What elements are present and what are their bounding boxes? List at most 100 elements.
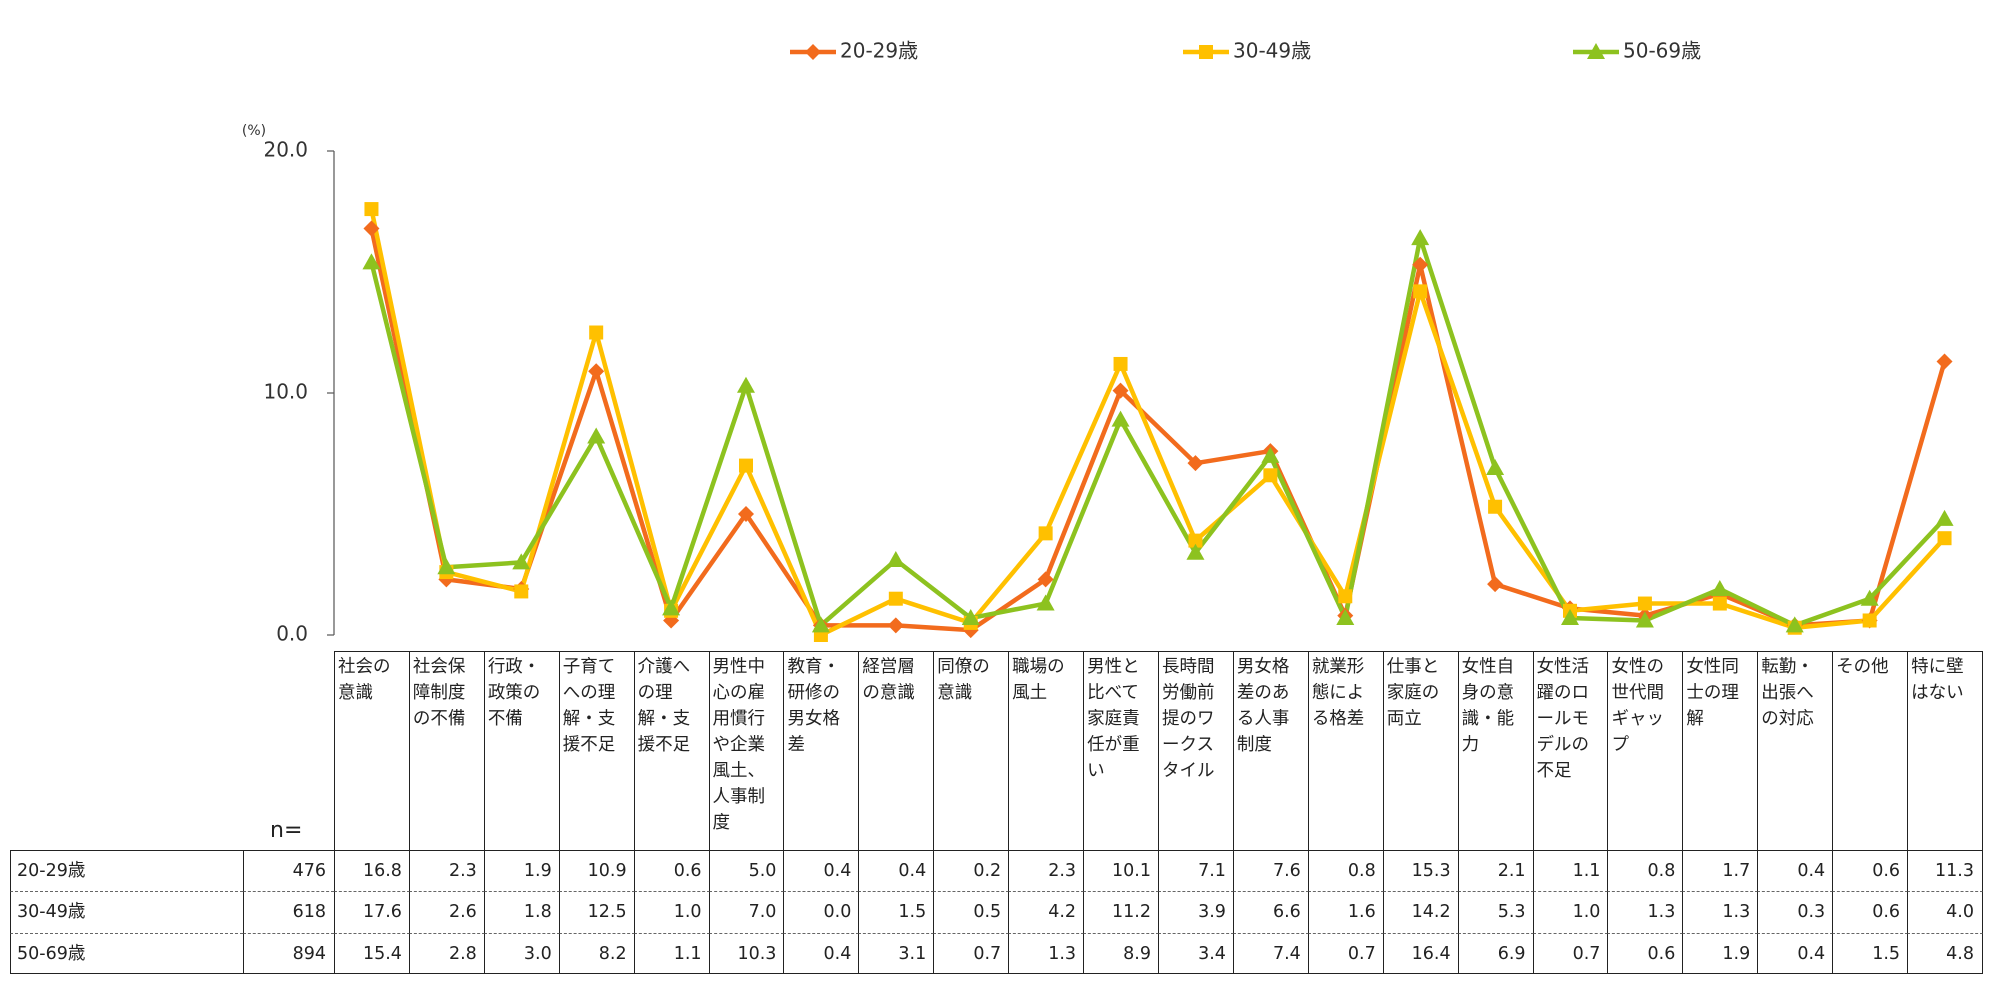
table-value: 3.0 (483, 932, 560, 974)
table-value: 1.3 (1607, 891, 1684, 933)
table-value: 7.0 (708, 891, 785, 933)
data-point (961, 609, 980, 626)
table-value: 2.3 (1008, 850, 1085, 892)
table-value: 7.4 (1232, 932, 1309, 974)
category-header: 特に壁はない (1907, 651, 1983, 850)
legend-marker (805, 44, 821, 60)
y-tick-label: 0.0 (276, 622, 308, 646)
category-header: 同僚の意識 (933, 651, 1010, 850)
data-point (1487, 576, 1504, 593)
data-point (739, 458, 753, 473)
table-value: 0.6 (633, 850, 710, 892)
data-point (888, 591, 903, 606)
data-point (886, 550, 905, 567)
category-header: 子育てへの理解・支援不足 (558, 651, 635, 850)
y-tick-label: 20.0 (263, 138, 308, 162)
table-value: 10.3 (708, 932, 785, 974)
table-value: 0.4 (783, 850, 860, 892)
table-value: 1.9 (1682, 932, 1759, 974)
category-header: 社会保障制度の不備 (408, 651, 485, 850)
table-value: 8.9 (1083, 932, 1159, 974)
table-value: 11.2 (1083, 891, 1159, 933)
data-point (1635, 611, 1654, 628)
table-value: 16.4 (1382, 932, 1459, 974)
table-value: 0.6 (1832, 891, 1909, 933)
table-value: 0.0 (783, 891, 860, 933)
category-header: 介護への理解・支援不足 (633, 651, 710, 850)
table-value: 1.6 (1307, 891, 1384, 933)
data-point (1710, 580, 1729, 597)
table-value: 6.6 (1232, 891, 1309, 933)
category-header: 転勤・出張への対応 (1757, 651, 1834, 850)
table-value: 7.1 (1158, 850, 1234, 892)
table-value: 5.3 (1457, 891, 1534, 933)
table-value: 2.1 (1457, 850, 1534, 892)
table-value: 1.5 (1832, 932, 1909, 974)
table-value: 8.2 (558, 932, 635, 974)
data-point (362, 253, 381, 270)
table-value: 1.0 (1532, 891, 1609, 933)
data-point (1785, 616, 1804, 633)
row-label: 30-49歳 (10, 891, 243, 933)
data-point (1860, 589, 1879, 606)
data-point (1862, 613, 1877, 628)
data-point (1413, 284, 1428, 299)
series-line (369, 208, 1947, 638)
data-point (437, 558, 456, 575)
category-header: 男性と比べて家庭責任が重い (1083, 651, 1159, 850)
data-point (1935, 509, 1954, 526)
table-value: 1.5 (858, 891, 935, 933)
category-header: 社会の意識 (334, 651, 410, 850)
table-value: 2.6 (408, 891, 485, 933)
table-value: 6.9 (1457, 932, 1534, 974)
row-n: 894 (243, 932, 334, 974)
category-header: 経営層の意識 (858, 651, 935, 850)
table-value: 4.0 (1907, 891, 1983, 933)
category-header: 職場の風土 (1008, 651, 1085, 850)
data-point (1486, 459, 1505, 476)
category-header: その他 (1832, 651, 1909, 850)
data-point (1937, 531, 1952, 546)
table-value: 1.8 (483, 891, 560, 933)
legend-label: 20-29歳 (840, 39, 918, 63)
table-value: 0.4 (783, 932, 860, 974)
table-value: 0.5 (933, 891, 1010, 933)
category-header: 教育・研修の男女格差 (783, 651, 860, 850)
series-line (369, 227, 1947, 633)
table-value: 1.3 (1008, 932, 1085, 974)
data-point (1037, 571, 1054, 588)
row-label: 50-69歳 (10, 932, 243, 974)
table-value: 0.6 (1832, 850, 1909, 892)
row-label: 20-29歳 (10, 850, 243, 892)
data-point (1561, 609, 1579, 626)
table-value: 1.0 (633, 891, 710, 933)
table-value: 16.8 (334, 850, 410, 892)
data-point (1637, 596, 1652, 611)
data-point (737, 376, 755, 393)
y-tick-label: 10.0 (263, 380, 308, 404)
row-n: 476 (243, 850, 334, 892)
data-point (514, 584, 529, 599)
category-header: 仕事と家庭の両立 (1382, 651, 1459, 850)
category-header: 長時間労働前提のワークスタイル (1158, 651, 1234, 850)
data-point (1261, 446, 1280, 463)
data-point (1187, 455, 1204, 472)
data-point (363, 220, 380, 237)
table-value: 1.1 (633, 932, 710, 974)
data-point (1411, 229, 1430, 246)
data-point (364, 202, 379, 217)
category-header: 女性の世代間ギャップ (1607, 651, 1684, 850)
data-point (1412, 256, 1429, 273)
category-header: 女性活躍のロールモデルの不足 (1532, 651, 1609, 850)
table-value: 3.9 (1158, 891, 1234, 933)
table-value: 5.0 (708, 850, 785, 892)
table-value: 1.1 (1532, 850, 1609, 892)
category-header: 就業形態による格差 (1307, 651, 1384, 850)
table-value: 0.8 (1607, 850, 1684, 892)
legend-marker (1587, 43, 1605, 59)
data-point (1186, 543, 1205, 560)
table-value: 2.8 (408, 932, 485, 974)
table-value: 4.8 (1907, 932, 1983, 974)
